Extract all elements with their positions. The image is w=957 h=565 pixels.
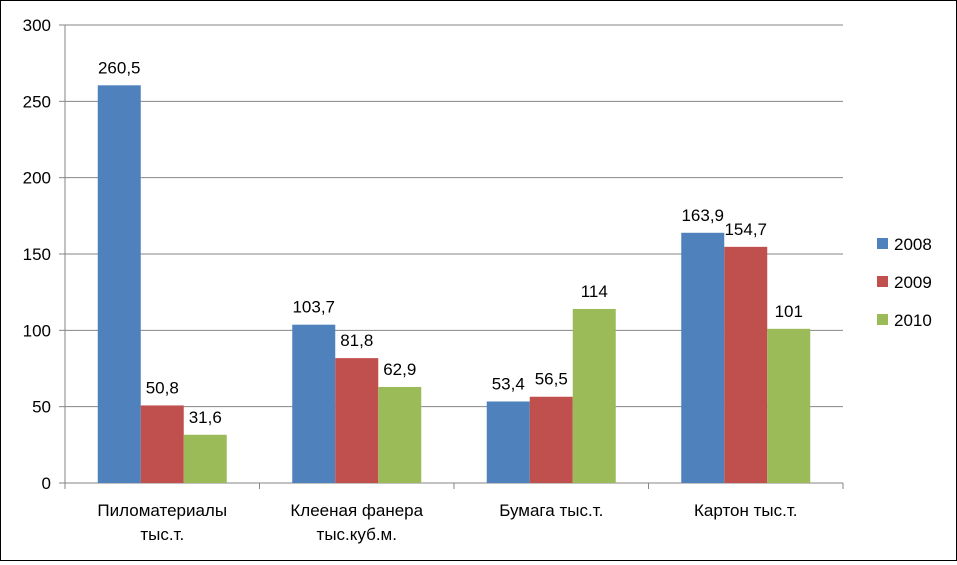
data-labels: 260,5 50,8 31,6 103,7 81,8 62,9 53,4 56,5 114 163…	[98, 58, 803, 426]
y-tick-label: 0	[42, 474, 51, 493]
data-label: 101	[775, 302, 803, 321]
data-label: 260,5	[98, 58, 141, 77]
data-label: 103,7	[292, 298, 335, 317]
x-category-label: Клееная фанера	[290, 501, 423, 520]
y-tick-label: 300	[23, 16, 51, 35]
legend: 2008 2009 2010	[877, 235, 932, 330]
bar	[97, 85, 141, 483]
legend-swatch	[877, 238, 888, 249]
data-label: 50,8	[146, 378, 179, 397]
data-label: 114	[581, 282, 608, 301]
bar	[767, 328, 811, 483]
bar	[183, 434, 227, 483]
bar	[335, 358, 379, 483]
y-tick-label: 200	[23, 169, 51, 188]
data-label: 81,8	[340, 331, 373, 350]
bar	[572, 308, 616, 483]
data-label: 163,9	[681, 206, 724, 225]
bar	[486, 401, 530, 483]
y-tick-label: 50	[32, 398, 51, 417]
bar	[681, 232, 725, 483]
legend-label: 2010	[894, 311, 932, 330]
bar	[292, 324, 336, 483]
x-category-label: Пиломатериалы	[97, 501, 227, 520]
x-category-label: Бумага тыс.т.	[499, 501, 603, 520]
data-label: 154,7	[724, 220, 767, 239]
x-category-label: тыс.т.	[140, 525, 184, 544]
y-tick-label: 250	[23, 92, 51, 111]
data-label: 56,5	[535, 370, 568, 389]
x-category-label: тыс.куб.м.	[317, 525, 397, 544]
y-tick-label: 150	[23, 245, 51, 264]
legend-swatch	[877, 276, 888, 287]
legend-label: 2008	[894, 235, 932, 254]
data-label: 53,4	[492, 374, 525, 393]
x-category-label: Картон тыс.т.	[694, 501, 797, 520]
bar	[140, 405, 184, 483]
data-label: 62,9	[383, 360, 416, 379]
legend-swatch	[877, 314, 888, 325]
bar	[724, 246, 768, 483]
bar	[529, 396, 573, 483]
data-label: 31,6	[189, 408, 222, 427]
legend-label: 2009	[894, 273, 932, 292]
bar	[378, 386, 422, 483]
bars	[97, 85, 811, 483]
y-tick-label: 100	[23, 321, 51, 340]
